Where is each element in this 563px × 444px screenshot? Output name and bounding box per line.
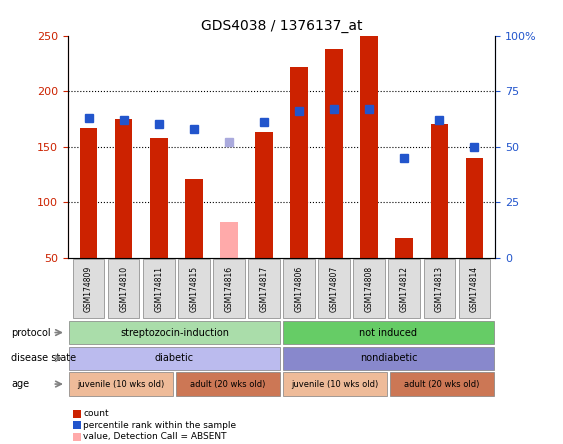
Bar <box>73 433 81 441</box>
Bar <box>466 158 483 258</box>
Text: streptozocin-induction: streptozocin-induction <box>120 328 229 337</box>
Text: GSM174813: GSM174813 <box>435 266 444 312</box>
FancyBboxPatch shape <box>459 259 490 318</box>
Text: not induced: not induced <box>359 328 418 337</box>
Bar <box>325 49 343 258</box>
Text: count: count <box>83 409 109 418</box>
FancyBboxPatch shape <box>423 259 455 318</box>
FancyBboxPatch shape <box>69 347 280 370</box>
Bar <box>395 238 413 258</box>
Bar <box>73 421 81 429</box>
FancyBboxPatch shape <box>69 373 173 396</box>
Text: GSM174810: GSM174810 <box>119 266 128 312</box>
Text: GSM174814: GSM174814 <box>470 266 479 312</box>
FancyBboxPatch shape <box>178 259 209 318</box>
Text: GSM174806: GSM174806 <box>294 266 303 312</box>
Text: GSM174808: GSM174808 <box>365 266 374 312</box>
FancyBboxPatch shape <box>73 259 104 318</box>
Text: GSM174812: GSM174812 <box>400 266 409 312</box>
FancyBboxPatch shape <box>283 321 494 344</box>
Text: GSM174809: GSM174809 <box>84 266 93 312</box>
Text: value, Detection Call = ABSENT: value, Detection Call = ABSENT <box>83 432 227 441</box>
FancyBboxPatch shape <box>283 373 387 396</box>
Text: GSM174817: GSM174817 <box>260 266 269 312</box>
FancyBboxPatch shape <box>388 259 420 318</box>
Text: GSM174816: GSM174816 <box>225 266 234 312</box>
FancyBboxPatch shape <box>143 259 175 318</box>
FancyBboxPatch shape <box>213 259 245 318</box>
Bar <box>431 124 448 258</box>
FancyBboxPatch shape <box>354 259 385 318</box>
Title: GDS4038 / 1376137_at: GDS4038 / 1376137_at <box>201 19 362 33</box>
Text: adult (20 wks old): adult (20 wks old) <box>190 380 266 388</box>
FancyBboxPatch shape <box>69 321 280 344</box>
Text: protocol: protocol <box>11 328 51 337</box>
Text: juvenile (10 wks old): juvenile (10 wks old) <box>78 380 164 388</box>
Text: adult (20 wks old): adult (20 wks old) <box>404 380 480 388</box>
FancyBboxPatch shape <box>390 373 494 396</box>
Bar <box>150 138 168 258</box>
Text: disease state: disease state <box>11 353 77 363</box>
Bar <box>220 222 238 258</box>
Text: age: age <box>11 379 29 389</box>
Text: nondiabetic: nondiabetic <box>360 353 417 363</box>
FancyBboxPatch shape <box>176 373 280 396</box>
FancyBboxPatch shape <box>318 259 350 318</box>
Bar <box>291 67 308 258</box>
Bar <box>80 128 97 258</box>
Bar <box>73 410 81 418</box>
Bar <box>185 179 203 258</box>
FancyBboxPatch shape <box>248 259 280 318</box>
Bar <box>360 36 378 258</box>
Bar <box>255 132 272 258</box>
FancyBboxPatch shape <box>108 259 140 318</box>
FancyBboxPatch shape <box>283 259 315 318</box>
FancyBboxPatch shape <box>283 347 494 370</box>
Text: diabetic: diabetic <box>155 353 194 363</box>
Text: juvenile (10 wks old): juvenile (10 wks old) <box>292 380 378 388</box>
Bar <box>115 119 132 258</box>
Text: GSM174811: GSM174811 <box>154 266 163 312</box>
Text: percentile rank within the sample: percentile rank within the sample <box>83 421 236 430</box>
Text: GSM174815: GSM174815 <box>189 266 198 312</box>
Text: GSM174807: GSM174807 <box>329 266 338 312</box>
